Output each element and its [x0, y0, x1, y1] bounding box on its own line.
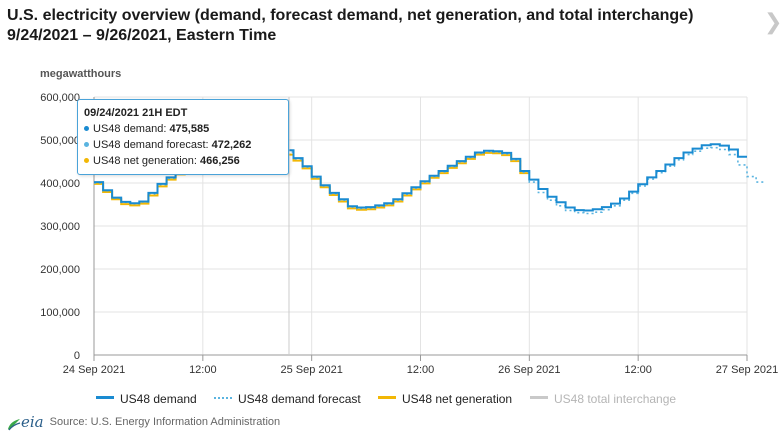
- legend-solid-line-icon: [96, 396, 114, 400]
- legend-item-generation[interactable]: US48 net generation: [378, 392, 512, 406]
- legend-label: US48 demand forecast: [238, 392, 361, 406]
- chevron-right-icon[interactable]: ❯: [764, 10, 783, 35]
- tooltip-title: 09/24/2021 21H EDT: [84, 107, 188, 119]
- tooltip-value: 466,256: [200, 155, 240, 167]
- eia-logo: eia: [7, 413, 44, 431]
- y-axis-tick-labels: 0 100,000 200,000 300,000 400,000 500,000 600,…: [40, 92, 80, 362]
- legend-solid-line-icon: [530, 396, 548, 400]
- generation-dot-icon: [84, 157, 89, 163]
- tooltip-value: 475,585: [169, 123, 210, 135]
- legend-label: US48 total interchange: [554, 392, 677, 406]
- tooltip-label: US48 demand forecast:: [93, 139, 212, 151]
- chart-title: U.S. electricity overview (demand, forec…: [7, 7, 694, 44]
- eia-leaf-icon: [8, 418, 21, 430]
- demand-dot-icon: [84, 125, 89, 131]
- x-tick-label: 12:00: [624, 364, 652, 376]
- y-tick-label: 0: [74, 350, 80, 362]
- y-tick-label: 500,000: [40, 135, 80, 147]
- y-tick-label: 600,000: [40, 92, 80, 104]
- tooltip-label: US48 net generation:: [93, 155, 201, 167]
- legend-label: US48 demand: [120, 392, 197, 406]
- y-tick-label: 400,000: [40, 178, 80, 190]
- tooltip-row-generation: US48 net generation: 466,256: [84, 153, 282, 169]
- x-tick-label: 25 Sep 2021: [280, 364, 342, 376]
- tooltip-label: US48 demand:: [93, 123, 170, 135]
- tooltip-row-forecast: US48 demand forecast: 472,262: [84, 137, 282, 153]
- x-tick-label: 26 Sep 2021: [498, 364, 560, 376]
- legend-item-interchange[interactable]: US48 total interchange: [530, 392, 676, 406]
- legend-item-demand[interactable]: US48 demand: [96, 392, 197, 406]
- legend-dotted-line-icon: [214, 396, 232, 399]
- x-tick-label: 12:00: [407, 364, 435, 376]
- y-axis-unit-label: megawatthours: [40, 68, 122, 80]
- x-axis-tick-labels: 24 Sep 2021 12:00 25 Sep 2021 12:00 26 Sep 2…: [63, 364, 778, 376]
- y-tick-label: 200,000: [40, 264, 80, 276]
- legend-item-forecast[interactable]: US48 demand forecast: [214, 392, 361, 406]
- legend-solid-line-icon: [378, 396, 396, 400]
- tooltip-row-demand: US48 demand: 475,585: [84, 121, 282, 137]
- source-text: Source: U.S. Energy Information Administ…: [49, 415, 281, 428]
- x-tick-label: 12:00: [189, 364, 217, 376]
- source-note: eia Source: U.S. Energy Information Admi…: [7, 413, 280, 431]
- forecast-dot-icon: [84, 141, 89, 147]
- legend-label: US48 net generation: [402, 392, 513, 406]
- x-tick-label: 24 Sep 2021: [63, 364, 125, 376]
- x-tick-label: 27 Sep 2021: [716, 364, 778, 376]
- data-tooltip: 09/24/2021 21H EDT US48 demand: 475,585 …: [77, 99, 289, 175]
- y-tick-label: 300,000: [40, 221, 80, 233]
- tooltip-value: 472,262: [211, 139, 252, 151]
- y-tick-label: 100,000: [40, 307, 80, 319]
